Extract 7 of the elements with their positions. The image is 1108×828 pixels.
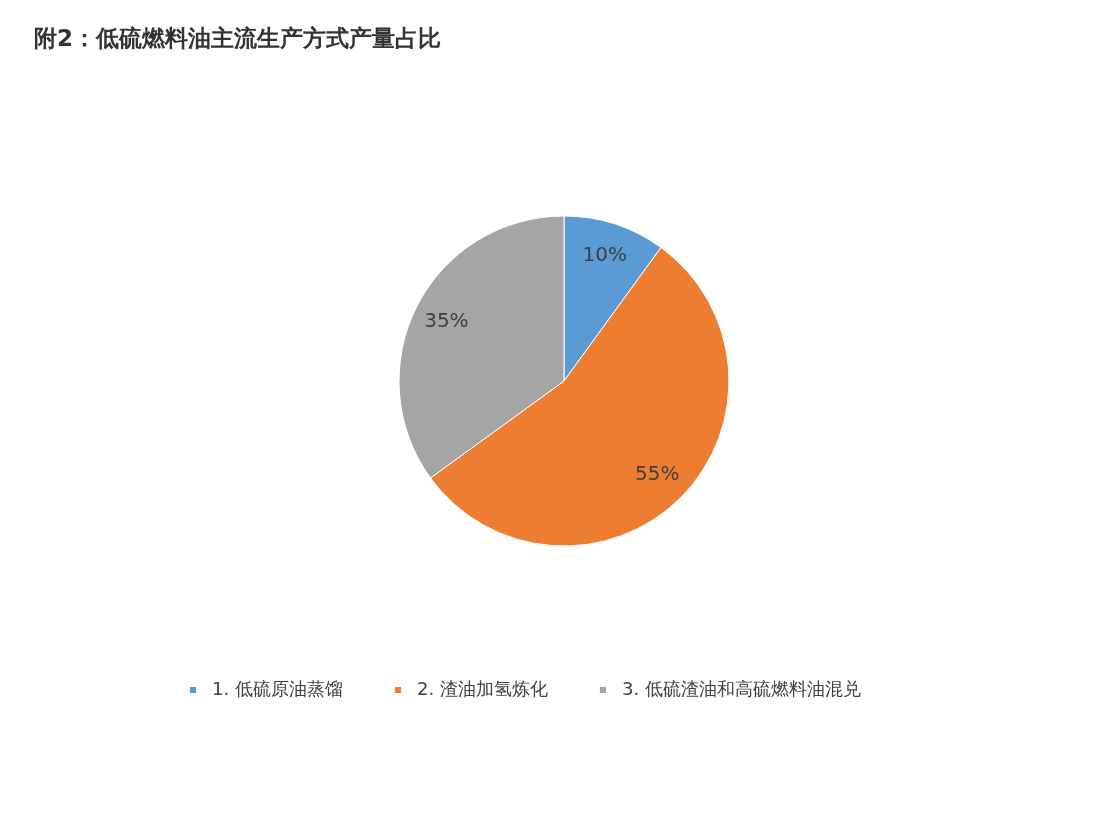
- chart-title: 附2：低硫燃料油主流生产方式产量占比: [34, 25, 442, 51]
- legend-label: 3. 低硫渣油和高硫燃料油混兑: [622, 678, 861, 699]
- data-label: 55%: [635, 461, 680, 486]
- data-label: 10%: [582, 242, 628, 267]
- legend-label: 2. 渣油加氢炼化: [417, 678, 548, 699]
- legend-label: 1. 低硫原油蒸馏: [212, 678, 343, 699]
- data-label: 35%: [424, 308, 469, 333]
